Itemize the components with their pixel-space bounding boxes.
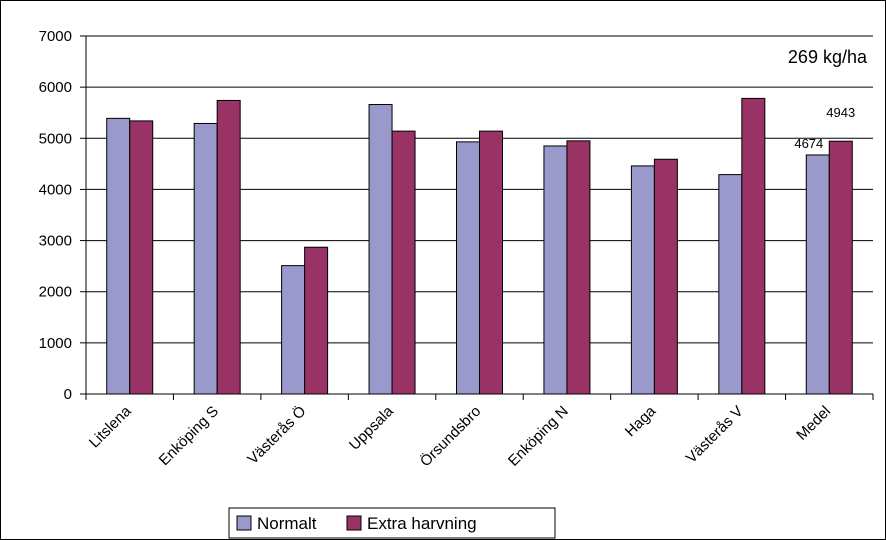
bar-extra-harvning-3 [391, 130, 416, 395]
bar-extra-harvning-4 [479, 130, 503, 395]
bar-normalt-5 [543, 145, 568, 395]
bar-normalt-4 [456, 141, 480, 395]
bar-normalt-7 [718, 174, 743, 395]
bar-extra-harvning-1 [216, 99, 241, 395]
bar-extra-harvning-0 [129, 120, 154, 395]
data-label: 4943 [826, 105, 855, 120]
y-tick-label: 6000 [39, 79, 72, 96]
bar-normalt-8 [805, 154, 830, 395]
y-tick-label: 5000 [39, 130, 72, 147]
legend-box [228, 507, 556, 539]
x-category-label: Västerås Ö [244, 402, 310, 468]
data-label: 4674 [794, 136, 823, 151]
bar-extra-harvning-5 [566, 140, 591, 395]
y-tick-label: 0 [64, 386, 72, 403]
x-category-label: Västerås V [683, 403, 747, 467]
y-tick-label: 4000 [39, 181, 72, 198]
legend-label-extra-harvning: Extra harvning [367, 514, 477, 533]
y-tick-label: 3000 [39, 233, 72, 250]
annotation-text: 269 kg/ha [788, 47, 868, 67]
legend-swatch-normalt [236, 515, 252, 531]
bar-normalt-6 [630, 165, 655, 395]
bar-normalt-2 [281, 265, 306, 395]
x-category-label: Uppsala [346, 402, 397, 453]
bar-extra-harvning-2 [304, 246, 329, 395]
bar-normalt-1 [193, 122, 218, 395]
legend-label-normalt: Normalt [257, 514, 317, 533]
bar-normalt-0 [106, 117, 131, 395]
y-tick-label: 7000 [39, 28, 72, 45]
bar-extra-harvning-8 [828, 140, 853, 395]
x-category-label: Örsundsbro [416, 402, 484, 470]
bar-extra-harvning-6 [653, 158, 678, 395]
bar-normalt-3 [368, 104, 393, 395]
x-category-label: Litslena [86, 402, 135, 451]
x-category-label: Enköping N [505, 403, 572, 470]
x-category-label: Medel [793, 403, 834, 444]
x-category-label: Enköping S [156, 403, 222, 469]
y-tick-label: 1000 [39, 335, 72, 352]
legend-swatch-extra-harvning [346, 515, 362, 531]
bar-extra-harvning-7 [741, 97, 766, 395]
y-tick-label: 2000 [39, 284, 72, 301]
x-category-label: Haga [622, 402, 660, 440]
